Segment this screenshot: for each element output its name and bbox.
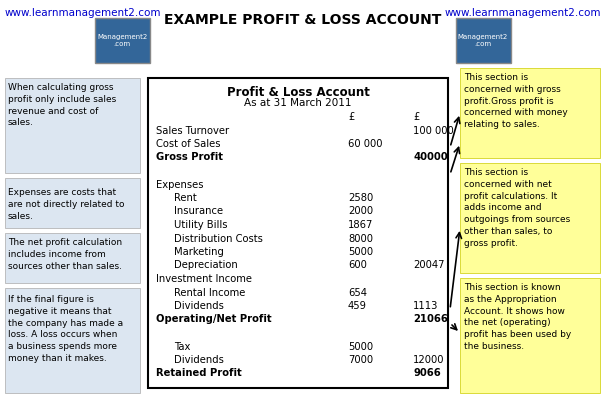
- Text: This section is
concerned with gross
profit.Gross profit is
concerned with money: This section is concerned with gross pro…: [464, 73, 568, 129]
- Text: £: £: [413, 112, 419, 122]
- Text: Utility Bills: Utility Bills: [174, 220, 227, 230]
- Text: 40000: 40000: [413, 152, 448, 162]
- Text: 12000: 12000: [413, 355, 444, 365]
- Text: 5000: 5000: [348, 247, 373, 257]
- FancyBboxPatch shape: [95, 18, 150, 63]
- Text: This section is known
as the Appropriation
Account. It shows how
the net (operat: This section is known as the Appropriati…: [464, 283, 571, 351]
- FancyBboxPatch shape: [5, 288, 140, 393]
- Text: 5000: 5000: [348, 341, 373, 351]
- Text: Rent: Rent: [174, 193, 197, 203]
- FancyBboxPatch shape: [5, 78, 140, 173]
- Text: 8000: 8000: [348, 233, 373, 243]
- Text: When calculating gross
profit only include sales
revenue and cost of
sales.: When calculating gross profit only inclu…: [8, 83, 116, 127]
- FancyBboxPatch shape: [460, 278, 600, 393]
- Text: Operating/Net Profit: Operating/Net Profit: [156, 314, 271, 324]
- Text: Investment Income: Investment Income: [156, 274, 252, 284]
- Text: Marketing: Marketing: [174, 247, 224, 257]
- Text: Tax: Tax: [174, 341, 190, 351]
- Text: 654: 654: [348, 287, 367, 297]
- Text: 60 000: 60 000: [348, 139, 382, 149]
- Text: 100 000: 100 000: [413, 125, 454, 135]
- Text: Cost of Sales: Cost of Sales: [156, 139, 221, 149]
- Text: Expenses: Expenses: [156, 179, 204, 189]
- Text: 1113: 1113: [413, 301, 438, 311]
- Text: Insurance: Insurance: [174, 206, 223, 216]
- Text: 2580: 2580: [348, 193, 373, 203]
- Text: Rental Income: Rental Income: [174, 287, 245, 297]
- Text: 1867: 1867: [348, 220, 373, 230]
- Text: Sales Turnover: Sales Turnover: [156, 125, 229, 135]
- Text: Management2
.com: Management2 .com: [458, 35, 508, 48]
- Text: 2000: 2000: [348, 206, 373, 216]
- Text: Retained Profit: Retained Profit: [156, 368, 242, 378]
- Text: 20047: 20047: [413, 260, 444, 270]
- Text: The net profit calculation
includes income from
sources other than sales.: The net profit calculation includes inco…: [8, 238, 122, 270]
- Text: Expenses are costs that
are not directly related to
sales.: Expenses are costs that are not directly…: [8, 188, 124, 220]
- Text: 7000: 7000: [348, 355, 373, 365]
- Text: EXAMPLE PROFIT & LOSS ACCOUNT: EXAMPLE PROFIT & LOSS ACCOUNT: [164, 13, 442, 27]
- Text: 459: 459: [348, 301, 367, 311]
- Text: Depreciation: Depreciation: [174, 260, 238, 270]
- FancyBboxPatch shape: [460, 163, 600, 273]
- Text: This section is
concerned with net
profit calculations. It
adds income and
outgo: This section is concerned with net profi…: [464, 168, 570, 248]
- Text: Distribution Costs: Distribution Costs: [174, 233, 263, 243]
- Text: Dividends: Dividends: [174, 301, 224, 311]
- Text: £: £: [348, 112, 355, 122]
- Text: 21066: 21066: [413, 314, 448, 324]
- FancyBboxPatch shape: [5, 178, 140, 228]
- FancyBboxPatch shape: [148, 78, 448, 388]
- Text: 9066: 9066: [413, 368, 441, 378]
- FancyBboxPatch shape: [456, 18, 511, 63]
- FancyBboxPatch shape: [5, 233, 140, 283]
- Text: Dividends: Dividends: [174, 355, 224, 365]
- Text: As at 31 March 2011: As at 31 March 2011: [244, 98, 351, 108]
- Text: Management2
.com: Management2 .com: [97, 35, 147, 48]
- Text: If the final figure is
negative it means that
the company has made a
loss. A los: If the final figure is negative it means…: [8, 295, 123, 363]
- FancyBboxPatch shape: [460, 68, 600, 158]
- Text: Gross Profit: Gross Profit: [156, 152, 223, 162]
- Text: www.learnmanagement2.com: www.learnmanagement2.com: [5, 8, 162, 18]
- Text: www.learnmanagement2.com: www.learnmanagement2.com: [444, 8, 601, 18]
- Text: Profit & Loss Account: Profit & Loss Account: [227, 86, 370, 99]
- Text: 600: 600: [348, 260, 367, 270]
